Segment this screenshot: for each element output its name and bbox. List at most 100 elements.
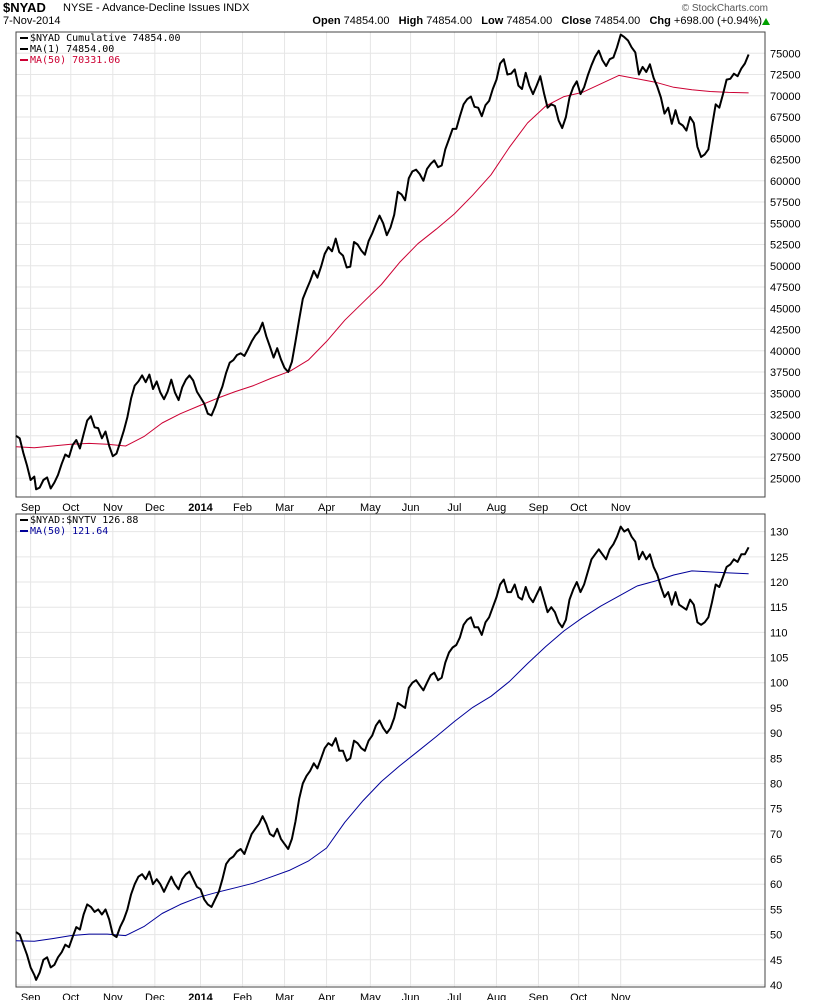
x-tick-label: Oct [62,992,79,1000]
x-tick-label: Mar [275,992,294,1000]
x-tick-label: Aug [487,502,507,514]
y-tick-label: 75 [770,804,782,816]
x-tick-label: May [360,992,381,1000]
legend-entry: MA(50) 121.64 [30,526,108,537]
legend-entry: MA(1) 74854.00 [30,44,114,55]
y-tick-label: 72500 [770,70,801,82]
y-tick-label: 65000 [770,133,801,145]
x-tick-label: Oct [570,502,587,514]
x-tick-label: Sep [529,502,549,514]
y-tick-label: 40000 [770,346,801,358]
y-tick-label: 40 [770,980,782,992]
chart-title: NYSE - Advance-Decline Issues INDX [63,2,250,14]
y-tick-label: 90 [770,728,782,740]
nyad-cumulative-line [15,33,750,491]
stockcharts-credit[interactable]: © StockCharts.com [681,3,768,14]
y-tick-label: 130 [770,527,788,539]
panel-frame [15,31,766,498]
y-tick-label: 57500 [770,197,801,209]
y-tick-label: 60000 [770,176,801,188]
y-tick-label: 105 [770,653,788,665]
x-tick-label: Nov [611,992,631,1000]
y-tick-label: 32500 [770,410,801,422]
panel-frame [15,513,766,988]
y-tick-label: 52500 [770,240,801,252]
y-tick-label: 110 [770,627,788,639]
y-tick-label: 50000 [770,261,801,273]
y-tick-label: 115 [770,602,788,614]
close-value: 74854.00 [594,15,641,27]
legend-entry: $NYAD Cumulative 74854.00 [30,33,181,44]
y-tick-label: 47500 [770,282,801,294]
low-value: 74854.00 [506,15,553,27]
y-tick-label: 65 [770,854,782,866]
legend-entry: $NYAD:$NYTV 126.88 [30,515,138,526]
x-tick-label: Apr [318,992,335,1000]
y-tick-label: 27500 [770,452,801,464]
x-tick-label: Jul [447,992,461,1000]
y-tick-label: 30000 [770,431,801,443]
x-tick-label: Sep [21,502,41,514]
y-tick-label: 70000 [770,91,801,103]
x-tick-label: Jul [447,502,461,514]
x-tick-label: Oct [570,992,587,1000]
high-label: High [398,15,424,27]
y-tick-label: 62500 [770,155,801,167]
y-tick-label: 45000 [770,303,801,315]
y-tick-label: 45 [770,955,782,967]
x-tick-label: 2014 [188,502,213,514]
x-tick-label: Dec [145,502,165,514]
x-tick-label: Sep [529,992,549,1000]
y-tick-label: 75000 [770,48,801,60]
open-label: Open [312,15,341,27]
x-tick-label: Nov [103,992,123,1000]
y-tick-label: 25000 [770,473,801,485]
panel-2: 40 45 50 55 60 65 70 75 80 85 90 95 100 105 110 115 120 1… [15,513,788,1000]
x-tick-label: Aug [487,992,507,1000]
y-tick-label: 85 [770,753,782,765]
x-tick-label: 2014 [188,992,213,1000]
legend-entry: MA(50) 70331.06 [30,55,120,66]
x-tick-label: Dec [145,992,165,1000]
x-tick-label: Jun [402,502,420,514]
ohlc-readout: Open 74854.00 High 74854.00 Low 74854.00… [312,15,762,28]
high-value: 74854.00 [426,15,473,27]
chart-symbol: $NYAD [3,0,46,15]
y-tick-label: 55 [770,904,782,916]
x-tick-label: Feb [233,502,252,514]
panel-1: 25000 27500 30000 32500 35000 37500 40000 42500… [15,31,801,514]
y-tick-label: 100 [770,678,788,690]
y-tick-label: 125 [770,552,788,564]
y-tick-label: 67500 [770,112,801,124]
y-tick-label: 60 [770,879,782,891]
x-tick-label: Sep [21,992,41,1000]
open-value: 74854.00 [343,15,390,27]
y-tick-label: 37500 [770,367,801,379]
x-tick-label: Jun [402,992,420,1000]
ma-50-line [15,74,749,449]
y-tick-label: 80 [770,778,782,790]
chg-value: +698.00 (+0.94%) [673,15,762,27]
y-tick-label: 95 [770,703,782,715]
nyad-nytv-line [15,525,750,981]
x-tick-label: May [360,502,381,514]
x-tick-label: Nov [611,502,631,514]
x-tick-label: Nov [103,502,123,514]
ma-50-line [15,570,749,942]
y-tick-label: 42500 [770,325,801,337]
up-arrow-icon [762,18,770,25]
low-label: Low [481,15,504,27]
x-tick-label: Oct [62,502,79,514]
y-tick-label: 70 [770,829,782,841]
y-tick-label: 35000 [770,388,801,400]
x-tick-label: Mar [275,502,294,514]
y-tick-label: 55000 [770,218,801,230]
close-label: Close [561,15,592,27]
x-tick-label: Feb [233,992,252,1000]
chart-date: 7-Nov-2014 [3,15,61,27]
chg-label: Chg [649,15,671,27]
y-tick-label: 120 [770,577,788,589]
